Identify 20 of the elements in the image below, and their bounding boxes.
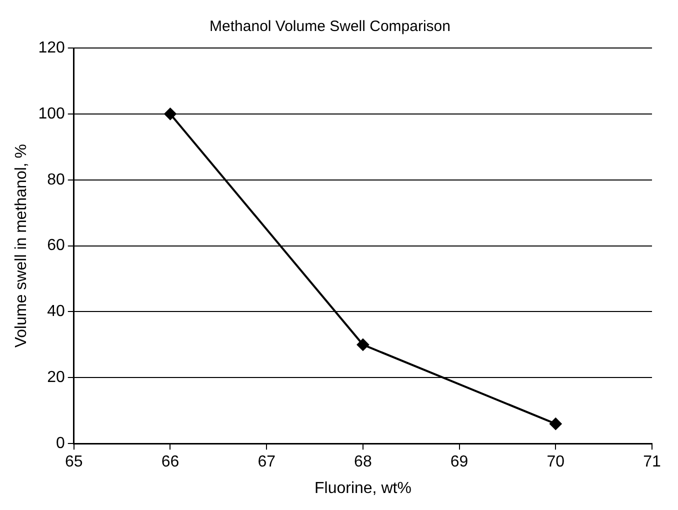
x-tick-label: 67: [258, 454, 276, 471]
point: [356, 338, 369, 351]
x-tick-label: 69: [450, 454, 468, 471]
y-tick-label: 100: [38, 105, 65, 122]
x-tick-label: 70: [546, 454, 565, 471]
point: [164, 108, 176, 120]
y-axis-title: Volume swell in methanol, %: [13, 144, 30, 348]
x-axis-title: Fluorine, wt%: [314, 480, 412, 497]
y-tick-label: 0: [56, 435, 65, 452]
point: [550, 418, 562, 430]
x-tick-label: 66: [161, 454, 180, 471]
y-tick-label: 120: [38, 39, 65, 56]
y-tick-label: 20: [47, 369, 65, 386]
x-tick-label: 65: [64, 454, 83, 471]
x-tick-label: 68: [354, 454, 372, 471]
y-tick-label: 60: [47, 237, 65, 254]
chart-title: Methanol Volume Swell Comparison: [210, 18, 450, 36]
y-tick-label: 40: [47, 303, 65, 320]
y-tick-label: 80: [47, 171, 65, 188]
x-tick-label: 71: [643, 454, 661, 471]
